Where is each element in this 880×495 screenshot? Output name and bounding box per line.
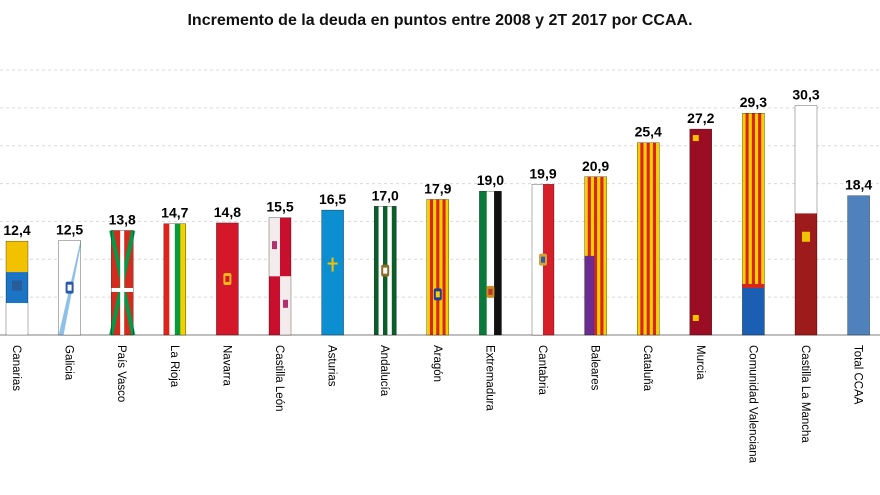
- x-tick-label: Extremadura: [483, 345, 495, 411]
- data-label: 27,2: [687, 110, 714, 126]
- x-tick-label: Murcia: [694, 345, 706, 380]
- bar-navarra: [216, 222, 239, 336]
- x-tick-label: Navarra: [220, 345, 232, 387]
- data-label: 29,3: [740, 94, 767, 110]
- bar-murcia: [689, 128, 712, 336]
- x-tick-label: Galicia: [63, 345, 75, 381]
- bar-cataluna: [637, 142, 660, 336]
- x-tick-label: Castilla León: [273, 345, 285, 411]
- bar-larioja: [163, 223, 186, 336]
- data-label: 18,4: [845, 177, 872, 193]
- x-tick-label: Total CCAA: [852, 345, 864, 405]
- data-label: 17,0: [372, 187, 399, 203]
- data-label: 13,8: [109, 212, 136, 228]
- x-tick-label: Cantabria: [536, 345, 548, 395]
- bar-total: [847, 195, 870, 336]
- data-label: 14,8: [214, 204, 241, 220]
- bar-paisvasco: [109, 230, 136, 336]
- bar-cantabria: [531, 184, 555, 336]
- x-tick-label: La Rioja: [168, 345, 180, 388]
- bar-castillaleon: [268, 217, 292, 336]
- data-label: 12,4: [3, 222, 30, 238]
- data-label: 20,9: [582, 158, 609, 174]
- data-label: 17,9: [424, 180, 451, 196]
- bar-baleares: [584, 176, 607, 336]
- bar-galicia: [58, 240, 81, 336]
- data-label: 19,9: [529, 165, 556, 181]
- bar-extremadura: [479, 190, 502, 336]
- x-tick-label: Aragón: [431, 345, 443, 382]
- data-label: 12,5: [56, 221, 83, 237]
- bar-aragon: [426, 199, 449, 336]
- bar-asturias: [321, 209, 344, 336]
- data-label: 14,7: [161, 205, 188, 221]
- x-tick-label: Asturias: [326, 345, 338, 387]
- bar-andalucia: [374, 206, 397, 336]
- data-label: 25,4: [635, 124, 662, 140]
- chart-title: Incremento de la deuda en puntos entre 2…: [187, 12, 693, 29]
- x-tick-label: Cataluña: [641, 345, 653, 392]
- x-tick-label: Comunidad Valenciana: [746, 345, 758, 464]
- bar-castillalamancha: [794, 105, 818, 336]
- x-tick-label: Andalucía: [378, 345, 390, 397]
- x-tick-label: País Vasco: [115, 345, 127, 402]
- data-label: 30,3: [792, 87, 819, 103]
- bar-valenciana: [742, 113, 765, 336]
- x-tick-label: Baleares: [589, 345, 601, 391]
- data-label: 16,5: [319, 191, 346, 207]
- x-tick-label: Canarias: [10, 345, 22, 391]
- bar-canarias: [5, 240, 29, 336]
- x-tick-label: Castilla La Mancha: [799, 345, 811, 443]
- data-label: 15,5: [266, 199, 293, 215]
- data-label: 19,0: [477, 172, 504, 188]
